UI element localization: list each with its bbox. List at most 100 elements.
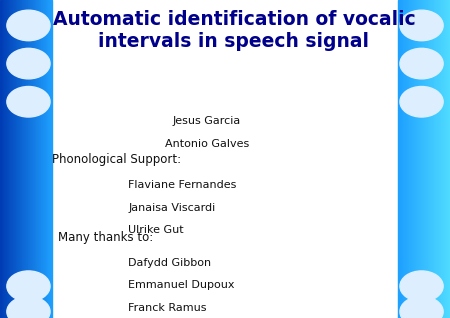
Bar — [37, 0, 38, 318]
Bar — [431, 0, 432, 318]
Bar — [6, 0, 7, 318]
Bar — [27, 0, 28, 318]
Bar — [417, 0, 418, 318]
Bar — [19, 0, 20, 318]
Bar — [44, 0, 45, 318]
Bar — [437, 0, 438, 318]
Bar — [24, 0, 25, 318]
Bar — [412, 0, 413, 318]
Bar — [35, 0, 36, 318]
Bar — [445, 0, 446, 318]
Bar — [14, 0, 15, 318]
Bar — [440, 0, 441, 318]
Text: Many thanks to:: Many thanks to: — [58, 231, 154, 244]
Bar — [398, 0, 399, 318]
Circle shape — [7, 86, 50, 117]
Bar — [32, 0, 33, 318]
Circle shape — [400, 296, 443, 318]
Bar — [439, 0, 440, 318]
Bar — [416, 0, 417, 318]
Bar — [406, 0, 407, 318]
Bar — [435, 0, 436, 318]
Bar — [28, 0, 29, 318]
Text: Phonological Support:: Phonological Support: — [52, 153, 181, 166]
Text: Ulrike Gut: Ulrike Gut — [128, 225, 184, 235]
Bar — [11, 0, 12, 318]
Circle shape — [7, 271, 50, 301]
Bar — [20, 0, 21, 318]
Text: Franck Ramus: Franck Ramus — [128, 303, 207, 313]
Bar — [2, 0, 3, 318]
Bar — [33, 0, 34, 318]
Circle shape — [7, 10, 50, 41]
Bar — [442, 0, 443, 318]
Bar — [449, 0, 450, 318]
Bar — [425, 0, 426, 318]
Bar — [401, 0, 402, 318]
Bar — [38, 0, 39, 318]
Text: Jesus Garcia: Jesus Garcia — [173, 116, 241, 126]
Bar — [426, 0, 427, 318]
Bar — [15, 0, 16, 318]
Bar — [18, 0, 19, 318]
Bar — [42, 0, 43, 318]
Bar — [47, 0, 48, 318]
Circle shape — [400, 86, 443, 117]
Bar — [413, 0, 414, 318]
Bar — [414, 0, 415, 318]
Bar — [1, 0, 2, 318]
Circle shape — [400, 271, 443, 301]
Bar — [21, 0, 22, 318]
Bar — [428, 0, 429, 318]
Bar — [17, 0, 18, 318]
Bar — [45, 0, 46, 318]
Bar — [48, 0, 49, 318]
Bar — [36, 0, 37, 318]
Text: Flaviane Fernandes: Flaviane Fernandes — [128, 180, 237, 190]
Bar — [399, 0, 400, 318]
Bar — [13, 0, 14, 318]
Bar — [404, 0, 405, 318]
Bar — [30, 0, 31, 318]
Circle shape — [7, 48, 50, 79]
Bar — [3, 0, 4, 318]
Bar — [418, 0, 419, 318]
Bar — [433, 0, 434, 318]
Bar — [407, 0, 408, 318]
Bar — [25, 0, 26, 318]
Bar — [421, 0, 422, 318]
Bar — [403, 0, 404, 318]
Bar — [419, 0, 420, 318]
Bar — [415, 0, 416, 318]
Bar — [8, 0, 9, 318]
Bar — [23, 0, 24, 318]
Bar — [430, 0, 431, 318]
Bar — [12, 0, 13, 318]
Bar — [39, 0, 40, 318]
Bar — [34, 0, 35, 318]
Bar — [22, 0, 23, 318]
Text: Antonio Galves: Antonio Galves — [165, 139, 249, 149]
Bar — [434, 0, 435, 318]
Bar — [16, 0, 17, 318]
Bar — [410, 0, 411, 318]
Bar — [441, 0, 442, 318]
Bar — [402, 0, 403, 318]
Bar — [400, 0, 401, 318]
Bar — [429, 0, 430, 318]
Bar — [422, 0, 423, 318]
Bar — [10, 0, 11, 318]
Bar — [31, 0, 32, 318]
Bar — [7, 0, 8, 318]
Bar — [443, 0, 444, 318]
Circle shape — [7, 296, 50, 318]
Circle shape — [400, 10, 443, 41]
Bar — [448, 0, 449, 318]
Bar — [423, 0, 424, 318]
Bar — [51, 0, 52, 318]
Bar — [409, 0, 410, 318]
Bar — [41, 0, 42, 318]
Bar — [446, 0, 447, 318]
Bar — [408, 0, 409, 318]
Bar — [29, 0, 30, 318]
